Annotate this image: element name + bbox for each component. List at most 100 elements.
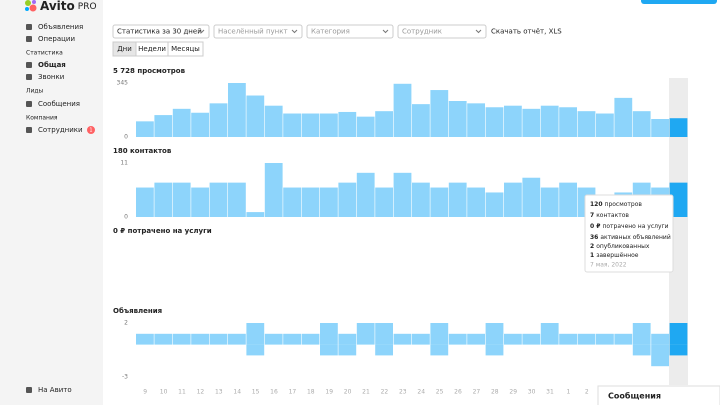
- bar: [559, 182, 577, 217]
- select[interactable]: [397, 24, 487, 39]
- tooltip-label: контактов: [596, 212, 629, 219]
- sidebar-section: Лиды: [26, 88, 44, 95]
- bar: [320, 344, 338, 356]
- chart-title: 180 контактов: [113, 147, 172, 155]
- bar: [467, 333, 485, 345]
- tooltip-label: опубликованных: [596, 243, 650, 250]
- select[interactable]: [306, 24, 394, 39]
- bar: [596, 333, 614, 345]
- messages-widget[interactable]: [597, 385, 720, 405]
- bar: [393, 83, 412, 137]
- tooltip-label: потрачено на услуги: [602, 223, 668, 230]
- sidebar-item[interactable]: Операции: [38, 35, 75, 43]
- bar: [338, 182, 357, 217]
- download-link[interactable]: Скачать отчёт, XLS: [491, 28, 562, 36]
- bar: [614, 333, 633, 345]
- chart-title: Объявления: [113, 307, 162, 315]
- chevron: [382, 29, 389, 34]
- sidebar-item[interactable]: Сотрудники: [38, 126, 83, 134]
- bar: [467, 187, 485, 217]
- x-tick-label: 22: [381, 389, 389, 396]
- bar: [522, 108, 541, 137]
- bar: [632, 323, 651, 345]
- bar: [467, 103, 485, 137]
- bar: [651, 119, 669, 137]
- tab[interactable]: [167, 41, 204, 57]
- highlight-column: [669, 78, 688, 385]
- bar: [669, 323, 688, 345]
- sidebar-icon: [26, 62, 32, 68]
- messages-label: Сообщения: [608, 391, 661, 401]
- y-tick-label: 345: [117, 80, 129, 87]
- x-tick-label: 25: [436, 389, 444, 396]
- x-tick-label: 12: [197, 389, 205, 396]
- bar: [154, 333, 173, 345]
- tooltip-date: 7 мая, 2022: [590, 262, 627, 269]
- bar: [559, 333, 577, 345]
- bar: [430, 90, 449, 137]
- x-tick-label: 19: [325, 389, 333, 396]
- bar: [191, 187, 209, 217]
- tooltip-value: 36: [590, 234, 598, 241]
- x-tick-label: 31: [546, 389, 554, 396]
- x-tick-label: 11: [178, 389, 186, 396]
- bar: [301, 187, 320, 217]
- new-ad-button[interactable]: [641, 0, 717, 4]
- bar: [430, 323, 449, 345]
- bar: [338, 333, 357, 345]
- bar: [191, 112, 209, 137]
- bar: [356, 116, 375, 137]
- bar: [430, 187, 449, 217]
- bar: [172, 182, 191, 217]
- x-tick-label: 14: [233, 389, 241, 396]
- bar: [320, 113, 338, 137]
- bar: [301, 113, 320, 137]
- select[interactable]: [213, 24, 303, 39]
- chart-title: 0 ₽ потрачено на услуги: [113, 227, 212, 235]
- bar: [375, 187, 393, 217]
- bar: [154, 182, 173, 217]
- bar: [191, 333, 209, 345]
- bar: [577, 333, 596, 345]
- bar: [264, 333, 283, 345]
- x-tick-label: 21: [362, 389, 370, 396]
- logo-dot: [25, 0, 31, 6]
- sidebar-item[interactable]: Звонки: [38, 73, 64, 81]
- y-tick-label: 2: [124, 320, 128, 327]
- sidebar-icon: [26, 74, 32, 80]
- x-tick-label: 2: [585, 389, 589, 396]
- x-tick-label: 15: [252, 389, 260, 396]
- badge: [87, 126, 95, 134]
- sidebar-footer-link[interactable]: На Авито: [38, 386, 72, 394]
- sidebar-item[interactable]: Сообщения: [38, 100, 80, 108]
- chart-title: 5 728 просмотров: [113, 67, 186, 75]
- bar: [632, 111, 651, 137]
- tooltip-row: 2 опубликованных: [590, 243, 650, 250]
- logo-dot: [32, 0, 36, 4]
- tooltip-value: 120: [590, 201, 603, 208]
- sidebar-item[interactable]: Объявления: [38, 23, 83, 31]
- bar: [283, 187, 301, 217]
- bar: [412, 333, 430, 345]
- bar: [136, 333, 154, 345]
- y-tick-label: 0: [124, 214, 128, 221]
- tooltip-label: просмотров: [605, 201, 643, 208]
- bar: [172, 108, 191, 137]
- tooltip-value: 2: [590, 243, 594, 250]
- x-tick-label: 30: [528, 389, 536, 396]
- bar: [522, 333, 541, 345]
- sidebar-item[interactable]: Общая: [38, 61, 66, 69]
- x-tick-label: 17: [289, 389, 297, 396]
- bar: [669, 118, 688, 137]
- tooltip-value: 0 ₽: [590, 223, 600, 230]
- bar: [632, 344, 651, 356]
- x-tick-label: 23: [399, 389, 407, 396]
- y-tick-label: 11: [120, 160, 128, 167]
- x-tick-label: 29: [509, 389, 517, 396]
- select[interactable]: [112, 24, 210, 39]
- bar: [540, 187, 559, 217]
- bar: [228, 333, 246, 345]
- select-label: Статистика за 30 дней: [117, 28, 202, 36]
- x-tick-label: 10: [160, 389, 168, 396]
- bar: [485, 192, 504, 217]
